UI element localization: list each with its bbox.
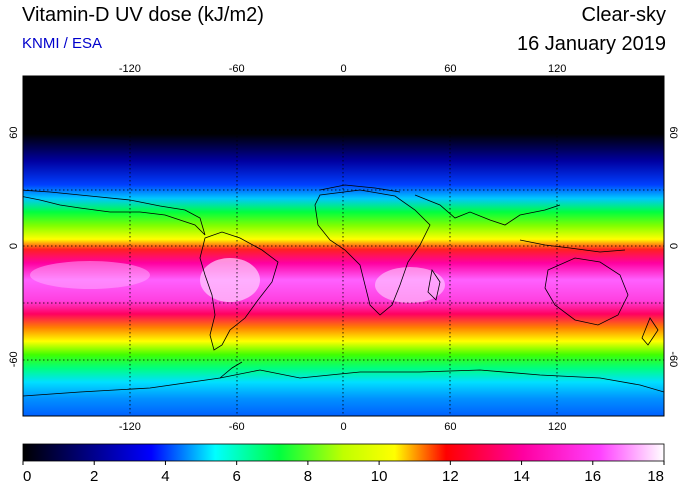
lon-tick-bottom-4: 120 <box>548 421 566 433</box>
colorbar-label-3: 6 <box>232 468 240 485</box>
coastlines <box>23 184 664 397</box>
lat-tick-left-0: 60 <box>8 127 20 139</box>
colorbar-label-2: 4 <box>161 468 169 485</box>
lon-tick-top-2: 0 <box>340 63 346 75</box>
condition-label: Clear-sky <box>581 4 666 26</box>
colorbar-label-9: 18 <box>647 468 664 485</box>
colorbar-label-5: 10 <box>371 468 388 485</box>
colorbar-label-4: 8 <box>304 468 312 485</box>
colorbar-label-1: 2 <box>90 468 98 485</box>
coast-south-america <box>199 231 279 351</box>
coast-new-zealand <box>641 317 659 346</box>
colorbar-label-6: 12 <box>442 468 459 485</box>
date-label: 16 January 2019 <box>516 33 666 55</box>
colorbar-label-8: 16 <box>584 468 601 485</box>
lat-tick-right-1: 0 <box>667 243 679 249</box>
coast-antarctica <box>23 369 664 397</box>
lon-tick-bottom-0: -120 <box>119 421 141 433</box>
lat-tick-right-0: 60 <box>667 127 679 139</box>
lon-tick-bottom-2: 0 <box>340 421 346 433</box>
lon-tick-top-4: 120 <box>548 63 566 75</box>
lon-tick-bottom-1: -60 <box>229 421 245 433</box>
source-label: KNMI / ESA <box>22 35 103 52</box>
coast-asia <box>414 194 561 226</box>
coast-antarctic-peninsula <box>219 361 243 379</box>
high-dose-region-south-america <box>200 258 260 302</box>
lon-tick-top-3: 60 <box>444 63 456 75</box>
title: Vitamin-D UV dose (kJ/m2) <box>22 4 264 26</box>
coast-indonesia <box>519 239 626 253</box>
lon-tick-top-1: -60 <box>229 63 245 75</box>
lat-tick-right-2: -60 <box>667 351 679 367</box>
lon-tick-top-0: -120 <box>119 63 141 75</box>
coast-north-america <box>23 189 206 236</box>
lat-tick-left-2: -60 <box>8 351 20 367</box>
colorbar-label-7: 14 <box>513 468 530 485</box>
coast-australia <box>544 257 629 326</box>
lon-tick-bottom-3: 60 <box>444 421 456 433</box>
colorbar-label-0: 0 <box>23 468 31 485</box>
coast-madagascar <box>427 268 441 301</box>
graticule <box>23 76 664 416</box>
colorbar <box>22 443 665 462</box>
high-dose-region-pacific <box>30 261 150 289</box>
coast-africa <box>314 189 431 316</box>
lat-tick-left-1: 0 <box>8 243 20 249</box>
high-dose-region-africa <box>375 267 445 303</box>
